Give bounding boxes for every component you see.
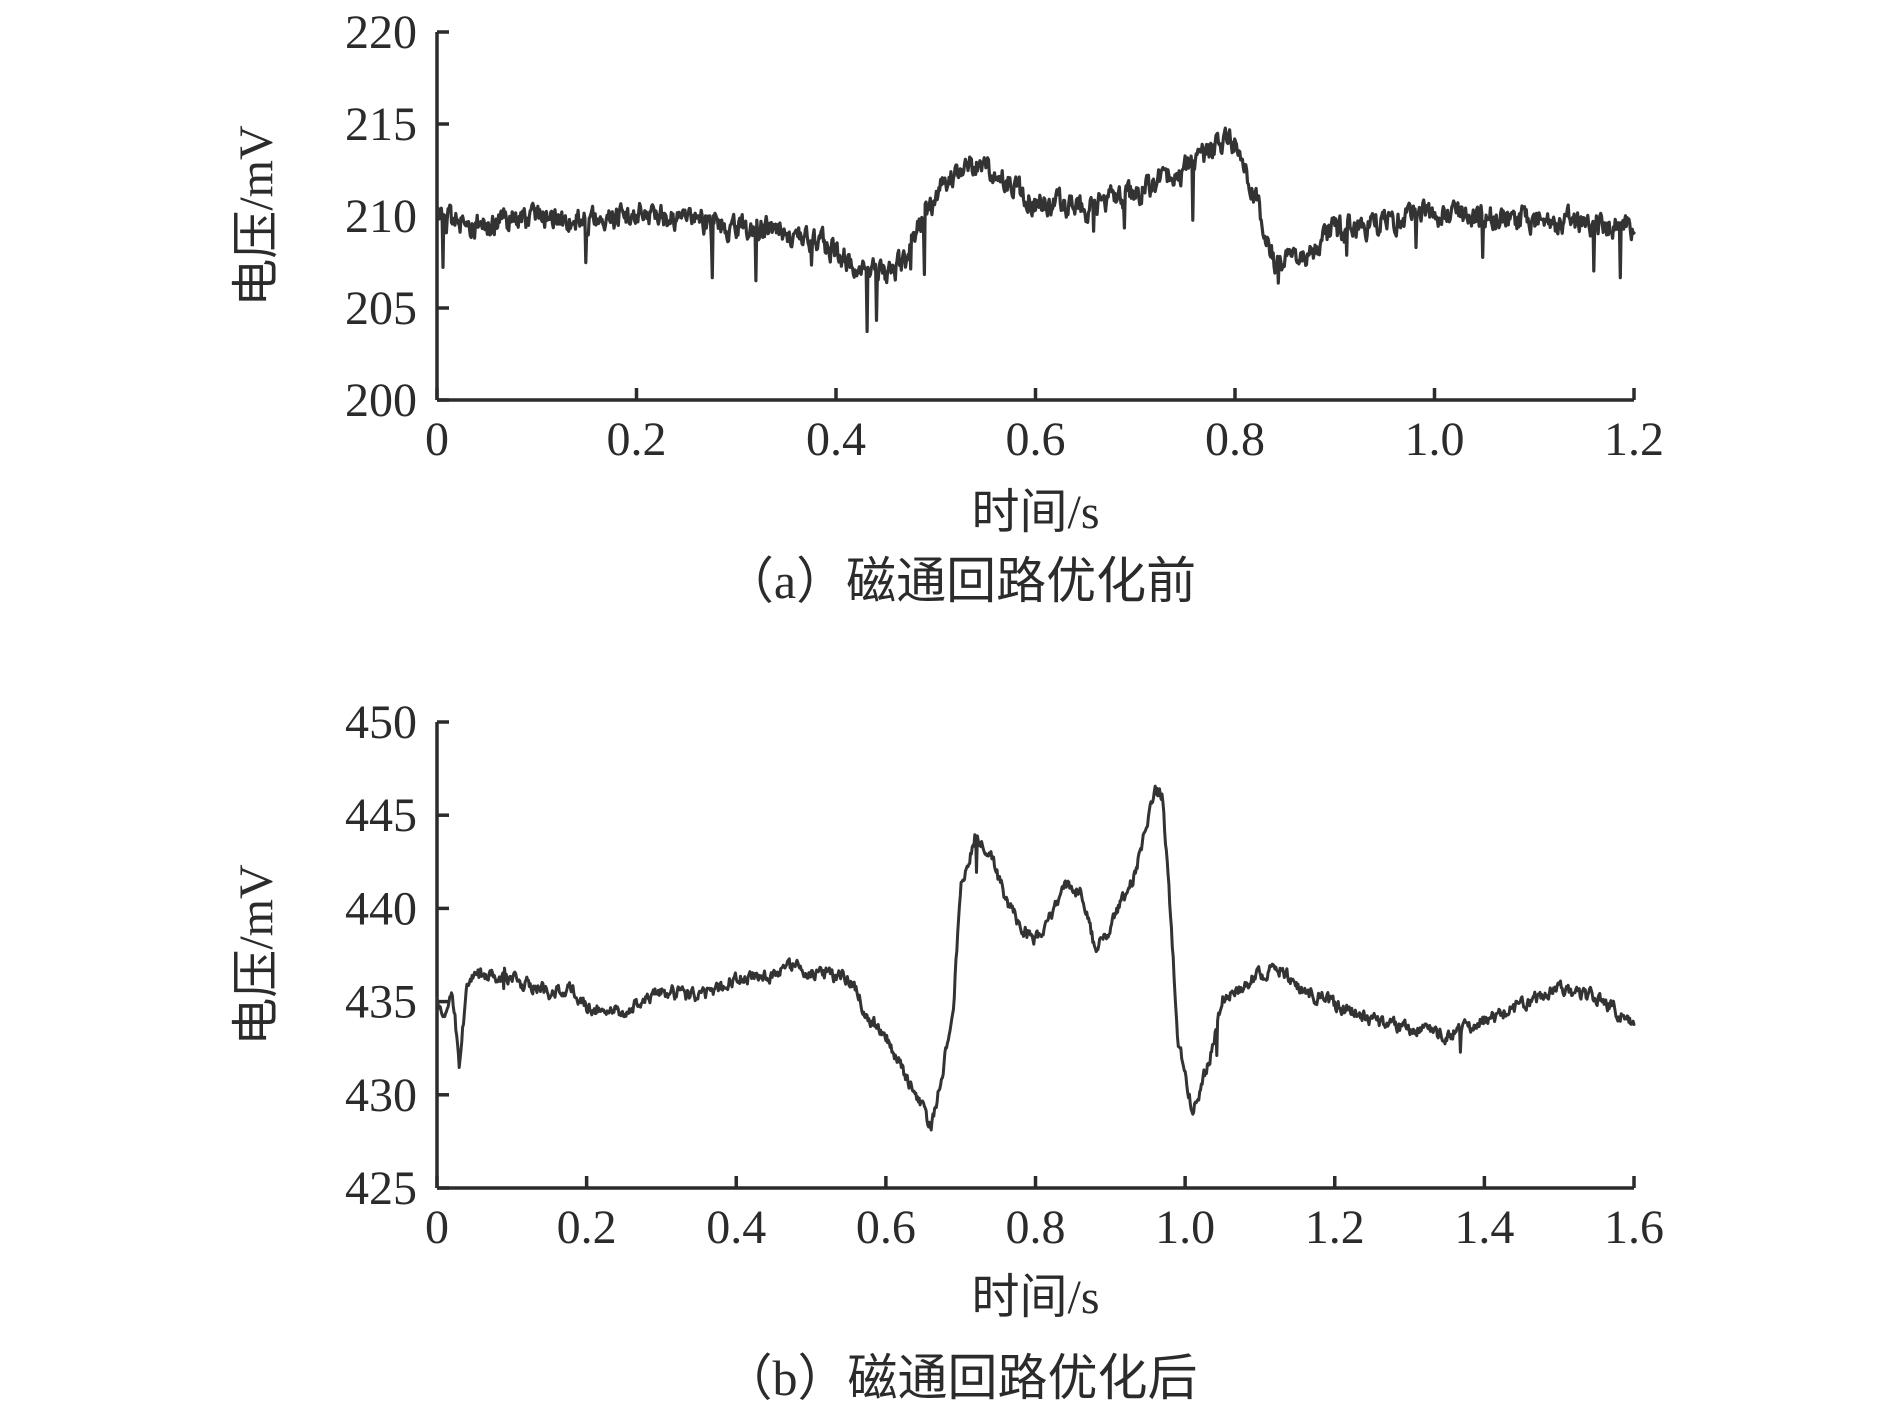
panel-b-caption: （b）磁通回路优化后 [723, 1350, 1198, 1406]
panel-a-x-tick-label: 0.8 [1205, 413, 1265, 466]
panel-a-y-tick-label: 210 [345, 190, 417, 243]
panel-a-y-tick-label: 220 [345, 6, 417, 59]
panel-a-x-axis-title: 时间/s [971, 486, 1099, 539]
panel-b-y-axis-title: 电压/mV [230, 864, 283, 1046]
panel-b-x-tick-label: 0 [425, 1201, 449, 1254]
panel-a-x-tick-label: 0.6 [1006, 413, 1066, 466]
panel-a-x-tick-label: 0 [425, 413, 449, 466]
panel-b-x-tick-label: 1.6 [1604, 1201, 1664, 1254]
panel-a-y-tick-label: 215 [345, 98, 417, 151]
panel-b-x-tick-label: 0.2 [557, 1201, 617, 1254]
panel-a-y-tick-label: 200 [345, 374, 417, 427]
panel-b-y-tick-label: 445 [345, 789, 417, 842]
panel-a-x-tick-label: 0.2 [607, 413, 667, 466]
panel-b-x-tick-label: 0.4 [706, 1201, 766, 1254]
panel-b-x-tick-label: 1.2 [1305, 1201, 1365, 1254]
panel-b-x-axis-title: 时间/s [971, 1271, 1099, 1324]
panel-b-y-tick-label: 425 [345, 1162, 417, 1215]
panel-a-y-tick-label: 205 [345, 282, 417, 335]
panel-b-y-tick-label: 440 [345, 882, 417, 935]
panel-b-chart: 425 430 435 440 445 450 0 0.2 0.4 0.6 0.8 1.0 1.2 1.4… [230, 696, 1664, 1406]
panel-a-chart: 200 205 210 215 220 0 0.2 0.4 0.6 0.8 1.0 1.2 时间/s 电压… [230, 6, 1664, 609]
panel-b-x-tick-label: 0.6 [856, 1201, 916, 1254]
panel-b-y-tick-label: 435 [345, 976, 417, 1029]
panel-a-x-tick-label: 1.2 [1604, 413, 1664, 466]
panel-b-x-tick-label: 1.0 [1155, 1201, 1215, 1254]
panel-b-x-tick-label: 1.4 [1454, 1201, 1514, 1254]
panel-b-x-tick-label: 0.8 [1006, 1201, 1066, 1254]
panel-a-caption: （a）磁通回路优化前 [724, 553, 1196, 609]
panel-a-x-tick-label: 1.0 [1405, 413, 1465, 466]
panel-a-y-axis-title: 电压/mV [230, 125, 283, 307]
panel-b-y-tick-label: 450 [345, 696, 417, 749]
panel-a-voltage-trace [435, 126, 1636, 334]
panel-b-y-tick-label: 430 [345, 1069, 417, 1122]
panel-b-voltage-trace [435, 784, 1636, 1132]
panel-a-x-tick-label: 0.4 [806, 413, 866, 466]
